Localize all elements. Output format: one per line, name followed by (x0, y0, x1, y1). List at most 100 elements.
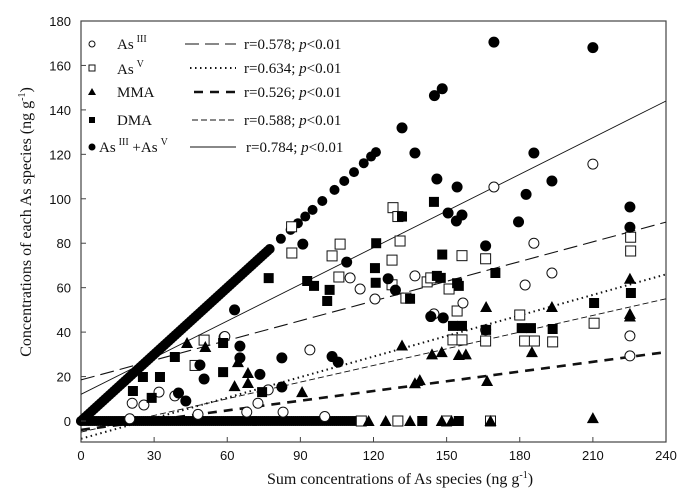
marker-open-circle (457, 297, 469, 309)
x-tick-label: 30 (147, 448, 161, 463)
legend-stat: r=0.588; p<0.01 (244, 113, 341, 129)
marker-open-circle (624, 330, 636, 342)
marker-filled-square (218, 367, 229, 378)
marker-filled-square (428, 196, 439, 207)
marker-filled-circle (480, 240, 492, 252)
marker-filled-triangle (586, 412, 599, 424)
marker-filled-circle (297, 238, 309, 250)
fit-line-dotted (80, 273, 667, 440)
marker-open-circle (126, 397, 138, 409)
marker-open-circle (88, 40, 96, 48)
marker-filled-circle (332, 356, 344, 368)
marker-open-square (392, 415, 404, 427)
marker-filled-circle (173, 387, 184, 399)
marker-open-square (625, 245, 637, 257)
marker-filled-circle (513, 216, 525, 228)
marker-filled-square (453, 416, 464, 426)
marker-open-circle (369, 293, 381, 305)
marker-open-circle (124, 413, 136, 425)
legend-stat: r=0.634; p<0.01 (244, 61, 341, 77)
marker-filled-circle (180, 395, 192, 407)
marker-filled-circle (300, 211, 311, 222)
marker-open-circle (546, 267, 558, 279)
marker-filled-triangle (435, 415, 448, 426)
marker-filled-triangle (445, 415, 458, 426)
marker-filled-square (371, 238, 382, 249)
marker-open-circle (319, 411, 331, 423)
x-tick-label: 90 (293, 448, 307, 463)
x-tick-label: 120 (363, 448, 385, 463)
marker-filled-circle (234, 340, 246, 352)
legend-entry-mma: MMA r=0.526; p<0.01 (117, 85, 341, 101)
marker-open-square (451, 305, 463, 317)
marker-open-square (334, 238, 346, 250)
marker-open-square (326, 250, 338, 262)
marker-filled-triangle (88, 88, 96, 95)
y-tick-label: 0 (64, 414, 71, 429)
legend-label: As III +As V (99, 137, 169, 156)
legend-entry-as3: As III r=0.578; p<0.01 (117, 34, 341, 53)
marker-open-square (88, 64, 96, 72)
marker-filled-circle (520, 188, 532, 200)
marker-filled-circle (425, 311, 437, 323)
marker-filled-triangle (484, 415, 497, 426)
marker-open-square (456, 250, 468, 262)
marker-filled-circle (341, 256, 353, 268)
marker-filled-triangle (481, 375, 494, 386)
marker-open-circle (488, 181, 500, 193)
marker-filled-triangle (435, 346, 448, 358)
marker-filled-circle (194, 359, 206, 371)
marker-open-square (386, 254, 398, 266)
marker-filled-circle (624, 221, 636, 233)
legend-stat: r=0.578; p<0.01 (244, 37, 341, 53)
marker-filled-circle (428, 90, 440, 102)
marker-filled-circle (307, 204, 318, 215)
marker-filled-square (154, 372, 165, 382)
marker-filled-triangle (623, 272, 636, 284)
marker-filled-triangle (181, 337, 194, 348)
marker-filled-triangle (545, 301, 558, 312)
marker-open-square (394, 235, 406, 247)
marker-open-square (286, 221, 298, 233)
marker-filled-circle (488, 36, 500, 48)
plot-frame (80, 20, 667, 443)
y-axis-title: Concentrations of each As species (ng g-… (17, 87, 35, 357)
marker-open-square (588, 317, 600, 329)
marker-filled-circle (451, 181, 463, 193)
marker-filled-circle (88, 143, 96, 151)
marker-filled-triangle (296, 386, 309, 398)
marker-open-square (447, 334, 459, 346)
y-tick-label: 160 (49, 58, 71, 73)
legend-stat: r=0.784; p<0.01 (246, 140, 343, 156)
marker-open-square (480, 253, 492, 265)
marker-filled-circle (396, 122, 408, 134)
marker-open-circle (624, 350, 636, 362)
marker-filled-triangle (362, 415, 375, 426)
marker-open-circle (304, 344, 316, 356)
legend: As III r=0.578; p<0.01 As V r=0.634; p<0.0… (88, 34, 343, 156)
marker-filled-triangle (228, 380, 241, 392)
marker-filled-circle (546, 175, 558, 187)
marker-open-circle (192, 408, 204, 420)
marker-filled-square (456, 320, 467, 331)
y-tick-label: 100 (49, 192, 71, 207)
marker-filled-triangle (525, 346, 538, 358)
marker-open-square (480, 335, 492, 347)
marker-filled-square (447, 320, 458, 331)
marker-filled-square (324, 284, 335, 295)
marker-open-circle (409, 270, 421, 282)
marker-filled-triangle (623, 310, 636, 322)
marker-filled-triangle (459, 348, 472, 360)
marker-filled-circle (264, 244, 275, 254)
marker-filled-square (169, 352, 180, 362)
x-tick-label: 60 (220, 448, 234, 463)
marker-filled-circle (234, 352, 246, 364)
marker-open-square (514, 309, 526, 321)
marker-open-circle (354, 283, 366, 295)
y-tick-label: 180 (49, 14, 71, 29)
marker-open-square (625, 231, 637, 243)
marker-filled-circle (456, 209, 468, 221)
x-tick-label: 210 (582, 448, 604, 463)
marker-filled-triangle (404, 415, 417, 426)
